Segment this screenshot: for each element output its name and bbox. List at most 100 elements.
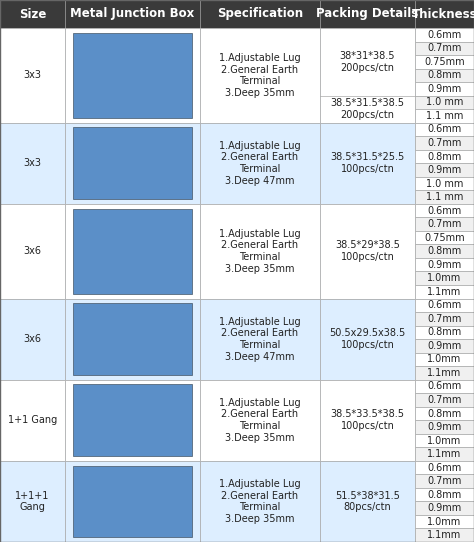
Text: 50.5x29.5x38.5
100pcs/ctn: 50.5x29.5x38.5 100pcs/ctn [329,328,406,350]
Text: 0.7mm: 0.7mm [428,476,462,486]
Text: 0.9mm: 0.9mm [428,260,462,270]
Bar [415,420,474,434]
Bar [415,366,474,380]
Text: 0.6mm: 0.6mm [428,382,462,391]
Bar [0,204,65,299]
Bar [415,55,474,69]
Text: 0.7mm: 0.7mm [428,43,462,53]
Text: Packing Details: Packing Details [316,8,419,21]
Text: Metal Junction Box: Metal Junction Box [70,8,195,21]
Text: 38.5*31.5*38.5
200pcs/ctn: 38.5*31.5*38.5 200pcs/ctn [330,98,404,120]
Text: 0.8mm: 0.8mm [428,246,462,256]
Bar [0,28,65,122]
Bar [415,122,474,136]
Bar [320,204,415,299]
Bar [415,190,474,204]
Bar [415,312,474,326]
Bar [65,122,200,204]
Bar [0,122,65,204]
Text: 1.0 mm: 1.0 mm [426,98,463,107]
Text: 0.6mm: 0.6mm [428,300,462,310]
Bar [415,501,474,515]
Bar [415,163,474,177]
Bar [415,272,474,285]
Text: 0.9mm: 0.9mm [428,503,462,513]
Bar [73,33,192,118]
Bar [73,466,192,537]
Text: 0.9mm: 0.9mm [428,422,462,432]
Text: 1.0mm: 1.0mm [428,436,462,446]
Text: 0.7mm: 0.7mm [428,395,462,405]
Text: 0.6mm: 0.6mm [428,463,462,473]
Text: 0.6mm: 0.6mm [428,205,462,216]
Text: 0.75mm: 0.75mm [424,57,465,67]
Text: 1.1 mm: 1.1 mm [426,192,463,202]
Bar [415,461,474,474]
Text: 3x3: 3x3 [24,158,42,168]
Bar [415,447,474,461]
Text: 0.9mm: 0.9mm [428,84,462,94]
Bar [0,299,65,380]
Text: 0.9mm: 0.9mm [428,165,462,175]
Bar [320,28,415,122]
Text: 1.Adjustable Lug
2.General Earth
Terminal
3.Deep 35mm: 1.Adjustable Lug 2.General Earth Termina… [219,53,301,98]
Bar [415,299,474,312]
Bar [200,122,320,204]
Bar [415,528,474,542]
Bar [415,244,474,258]
Bar [415,285,474,299]
Bar [73,304,192,375]
Bar [415,82,474,95]
Text: 0.75mm: 0.75mm [424,233,465,243]
Text: 1.Adjustable Lug
2.General Earth
Terminal
3.Deep 35mm: 1.Adjustable Lug 2.General Earth Termina… [219,398,301,443]
Text: 0.7mm: 0.7mm [428,314,462,324]
Text: 1.1mm: 1.1mm [428,368,462,378]
Bar [415,217,474,231]
Text: 0.7mm: 0.7mm [428,138,462,148]
Bar [65,204,200,299]
Text: 1.1 mm: 1.1 mm [426,111,463,121]
Bar [415,231,474,244]
Bar [415,177,474,190]
Bar [320,299,415,380]
Bar [200,299,320,380]
Bar [65,28,200,122]
Text: 0.8mm: 0.8mm [428,152,462,162]
Bar [415,380,474,393]
Bar [415,326,474,339]
Text: Specification: Specification [217,8,303,21]
Bar [73,384,192,456]
Text: 3x6: 3x6 [24,246,42,256]
Bar [415,69,474,82]
Text: 1+1 Gang: 1+1 Gang [8,415,57,425]
Text: 1.Adjustable Lug
2.General Earth
Terminal
3.Deep 47mm: 1.Adjustable Lug 2.General Earth Termina… [219,317,301,362]
Bar [0,0,65,28]
Text: 0.6mm: 0.6mm [428,30,462,40]
Bar [200,204,320,299]
Bar [0,461,65,542]
Text: 1.1mm: 1.1mm [428,530,462,540]
Text: 1.0mm: 1.0mm [428,354,462,364]
Text: 1.1mm: 1.1mm [428,287,462,297]
Text: 38.5*31.5*25.5
100pcs/ctn: 38.5*31.5*25.5 100pcs/ctn [330,152,405,174]
Bar [415,258,474,272]
Text: 0.6mm: 0.6mm [428,125,462,134]
Bar [320,461,415,542]
Bar [320,380,415,461]
Text: 3x6: 3x6 [24,334,42,344]
Text: 1.1mm: 1.1mm [428,449,462,459]
Bar [200,380,320,461]
Bar [73,127,192,199]
Text: 0.8mm: 0.8mm [428,327,462,337]
Bar [415,0,474,28]
Text: 1.Adjustable Lug
2.General Earth
Terminal
3.Deep 35mm: 1.Adjustable Lug 2.General Earth Termina… [219,229,301,274]
Bar [415,515,474,528]
Bar [415,42,474,55]
Text: 38*31*38.5
200pcs/ctn: 38*31*38.5 200pcs/ctn [340,51,395,73]
Text: 0.9mm: 0.9mm [428,341,462,351]
Text: 1.Adjustable Lug
2.General Earth
Terminal
3.Deep 35mm: 1.Adjustable Lug 2.General Earth Termina… [219,479,301,524]
Bar [415,109,474,122]
Bar [65,461,200,542]
Bar [415,150,474,163]
Bar [415,28,474,42]
